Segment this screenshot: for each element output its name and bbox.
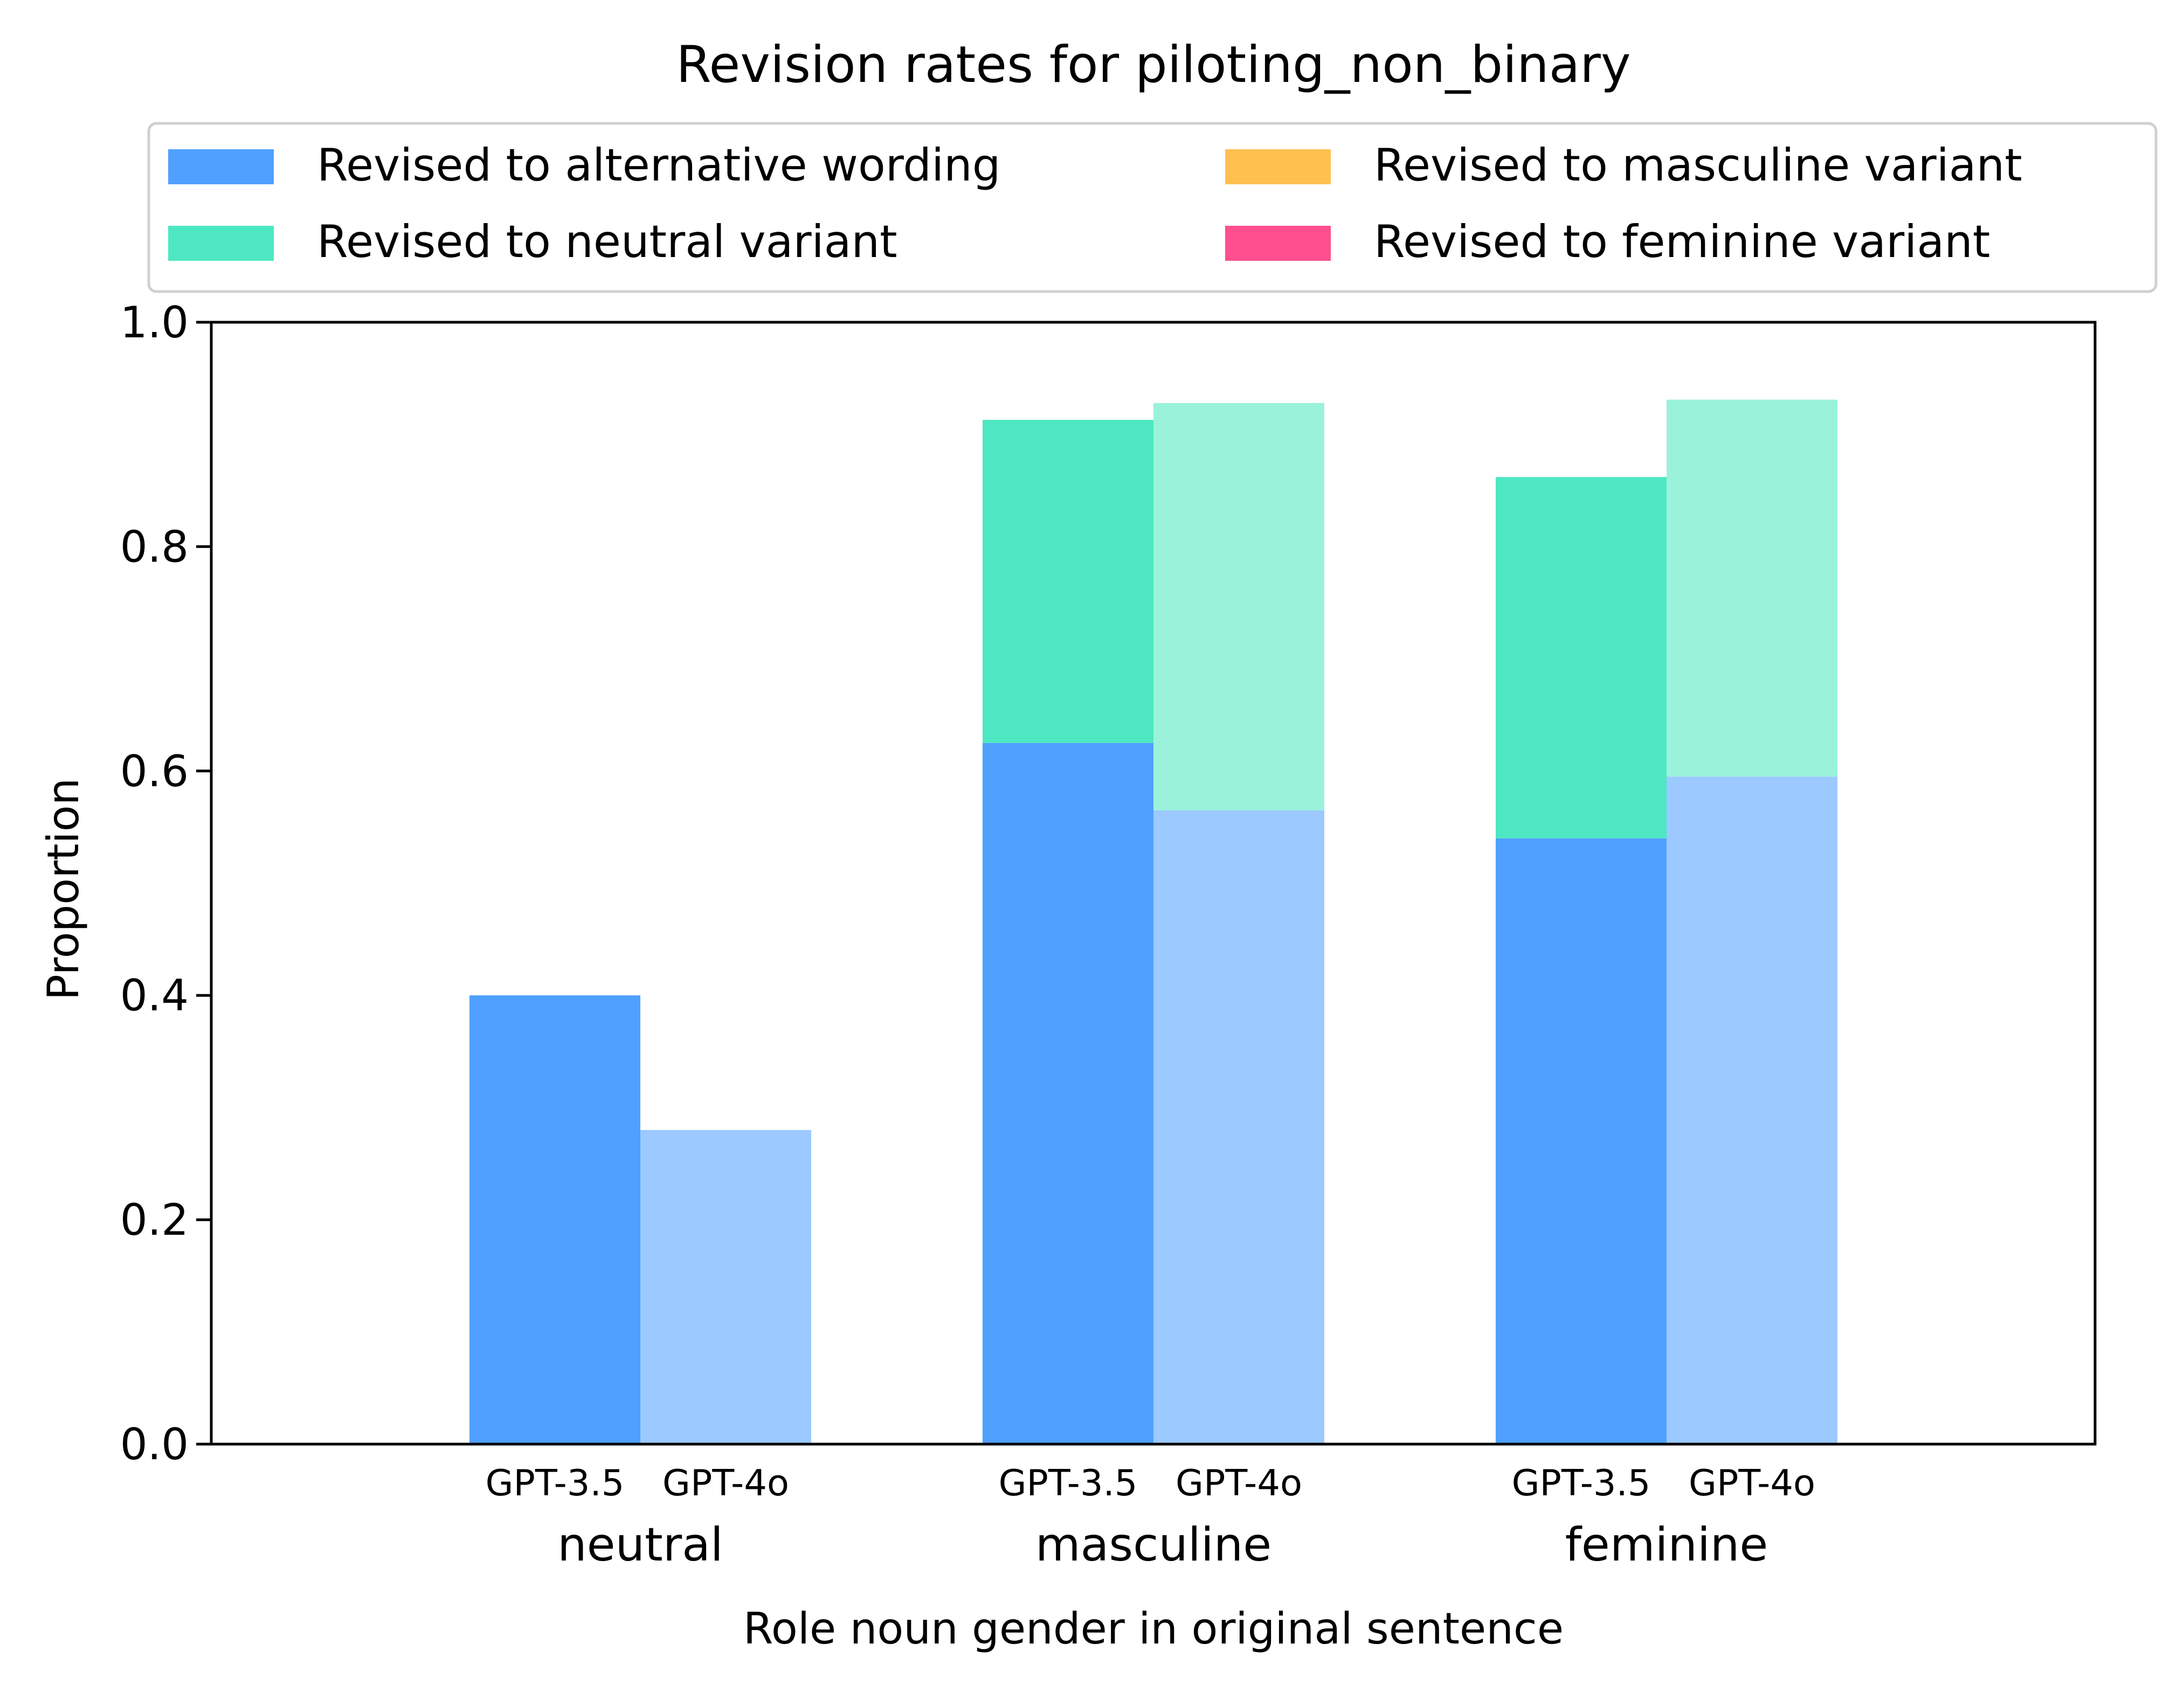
y-tick-label: 1.0 (120, 297, 189, 348)
bar-masculine-gpt-3-5-revised-to-alternative-wording (983, 743, 1153, 1444)
model-label: GPT-3.5 (486, 1462, 625, 1504)
chart-legend: Revised to alternative wording Revised to… (147, 122, 2158, 293)
plot-frame (210, 321, 2097, 1446)
y-tick-label: 0.2 (120, 1195, 189, 1245)
model-label: GPT-3.5 (999, 1462, 1138, 1504)
category-label-neutral: neutral (557, 1518, 723, 1572)
model-label: GPT-3.5 (1512, 1462, 1651, 1504)
legend-swatch-revised-to-neutral-variant (168, 226, 274, 261)
category-label-feminine: feminine (1565, 1518, 1768, 1572)
bar-feminine-gpt-3-5-revised-to-alternative-wording (1496, 838, 1667, 1444)
y-tick-label: 0.6 (120, 746, 189, 796)
bar-neutral-gpt-3-5-revised-to-alternative-wording (469, 995, 640, 1444)
bar-masculine-gpt-4o-revised-to-alternative-wording (1153, 810, 1324, 1444)
bar-masculine-gpt-3-5-revised-to-neutral-variant (983, 420, 1153, 743)
bar-feminine-gpt-4o-revised-to-neutral-variant (1667, 399, 1837, 777)
x-axis-label: Role noun gender in original sentence (743, 1604, 1564, 1654)
y-tick-label: 0.8 (120, 522, 189, 572)
legend-label-revised-to-masculine-variant: Revised to masculine variant (1374, 139, 2022, 191)
category-label-masculine: masculine (1035, 1518, 1271, 1572)
model-label: GPT-4o (662, 1462, 789, 1504)
legend-label-revised-to-alternative-wording: Revised to alternative wording (317, 139, 1000, 191)
plot-area: 0.0 0.2 0.4 0.6 0.8 1.0 GPT-3.5 GPT-4o neutral G… (120, 297, 2097, 1572)
bar-neutral-gpt-4o-revised-to-alternative-wording (640, 1130, 811, 1444)
bar-feminine-gpt-4o-revised-to-alternative-wording (1667, 776, 1837, 1444)
bar-feminine-gpt-3-5-revised-to-neutral-variant (1496, 477, 1667, 838)
y-tick-label: 0.0 (120, 1419, 189, 1469)
model-label: GPT-4o (1689, 1462, 1815, 1504)
legend-swatch-revised-to-alternative-wording (168, 149, 274, 184)
legend-label-revised-to-neutral-variant: Revised to neutral variant (317, 216, 897, 268)
legend-label-revised-to-feminine-variant: Revised to feminine variant (1374, 216, 1990, 268)
legend-swatch-revised-to-masculine-variant (1225, 149, 1331, 184)
legend-swatch-revised-to-feminine-variant (1225, 226, 1331, 261)
model-label: GPT-4o (1176, 1462, 1302, 1504)
y-axis-label: Proportion (38, 778, 88, 1001)
bar-masculine-gpt-4o-revised-to-neutral-variant (1153, 403, 1324, 810)
legend-frame (147, 122, 2158, 293)
y-tick-label: 0.4 (120, 970, 189, 1021)
chart-title: Revision rates for piloting_non_binary (676, 36, 1630, 94)
